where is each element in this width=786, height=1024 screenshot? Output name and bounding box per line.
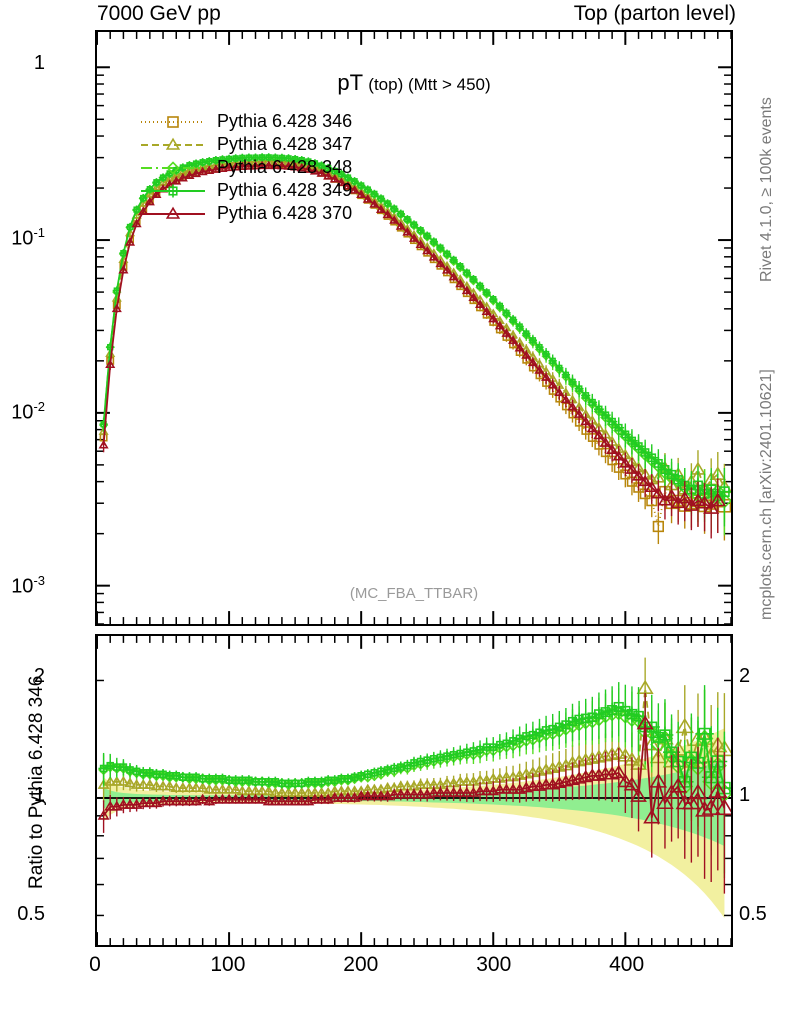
legend-item-label: Pythia 6.428 370 <box>217 203 353 223</box>
legend-item-label: Pythia 6.428 346 <box>217 111 353 131</box>
ratio-y-tick-label: 0.5 <box>17 903 45 926</box>
ratio-plot-panel <box>95 634 733 947</box>
ratio-y-tick-label-right: 2 <box>739 665 751 688</box>
series-4 <box>98 160 726 539</box>
main-plot-panel: pT (top) (Mtt > 450) (MC_FBA_TTBAR) Pyth… <box>95 30 733 626</box>
legend-item[interactable]: Pythia 6.428 348 <box>139 156 352 179</box>
legend-item[interactable]: Pythia 6.428 346 <box>139 110 352 133</box>
legend-item-label: Pythia 6.428 348 <box>217 157 353 177</box>
x-tick-label: 0 <box>89 953 101 976</box>
process-label: Top (parton level) <box>573 2 736 25</box>
x-tick-label: 400 <box>609 953 645 976</box>
legend-item[interactable]: Pythia 6.428 349 <box>139 179 352 202</box>
analysis-watermark: (MC_FBA_TTBAR) <box>349 585 479 602</box>
legend-key-icon <box>141 184 205 197</box>
rivet-version-label: Rivet 4.1.0, ≥ 100k events <box>758 97 775 282</box>
header: 7000 GeV pp Top (parton level) <box>0 2 786 28</box>
legend-key-icon <box>141 160 205 175</box>
legend-key-icon <box>141 115 205 128</box>
main-plot-canvas <box>97 32 731 624</box>
legend-key-icon <box>141 137 205 150</box>
beam-label: 7000 GeV pp <box>97 2 221 25</box>
ratio-y-tick-label-right: 1 <box>739 784 751 807</box>
legend-key-icon <box>141 206 205 219</box>
y-tick-label: 1 <box>33 51 45 74</box>
ratio-y-tick-label-right: 0.5 <box>739 903 767 926</box>
ratio-y-tick-label: 1 <box>33 784 45 807</box>
x-tick-label: 100 <box>210 953 246 976</box>
y-tick-label: 10-1 <box>11 225 45 251</box>
legend-item-label: Pythia 6.428 347 <box>217 134 353 154</box>
ratio-y-tick-label: 2 <box>33 665 45 688</box>
ratio-axis-label: Ratio to Pythia 6.428 346 <box>26 675 47 889</box>
ratio-Pythia 6.428 370 <box>97 692 731 894</box>
legend-item[interactable]: Pythia 6.428 370 <box>139 202 352 225</box>
plot-title-main: pT <box>337 70 364 95</box>
plot-title-rest: (top) (Mtt > 450) <box>368 75 491 94</box>
y-tick-label: 10-3 <box>11 573 45 599</box>
legend-item[interactable]: Pythia 6.428 347 <box>139 133 352 156</box>
legend: Pythia 6.428 346 Pythia 6.428 347 Pythia… <box>139 110 352 225</box>
y-tick-label: 10-2 <box>11 399 45 425</box>
mcplots-source-label: mcplots.cern.ch [arXiv:2401.10621] <box>758 369 775 620</box>
plot-title: pT (top) (Mtt > 450) <box>97 70 731 96</box>
legend-item-label: Pythia 6.428 349 <box>217 180 353 200</box>
x-tick-label: 300 <box>476 953 512 976</box>
x-tick-label: 200 <box>343 953 379 976</box>
ratio-plot-canvas <box>97 636 731 945</box>
